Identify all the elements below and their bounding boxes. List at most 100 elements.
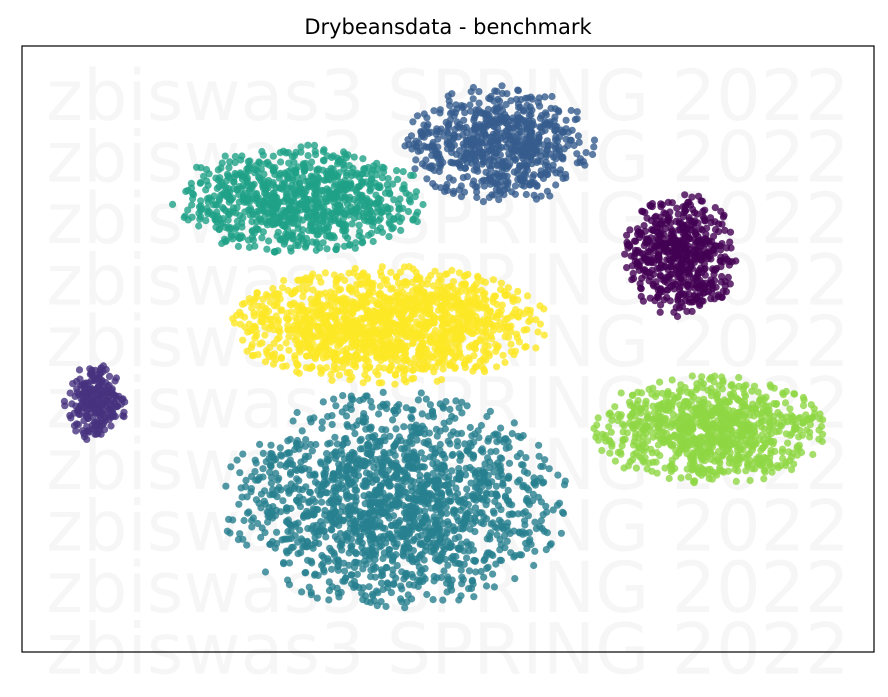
scatter-point bbox=[421, 430, 429, 438]
scatter-point bbox=[537, 157, 545, 165]
scatter-point bbox=[105, 372, 114, 380]
scatter-point bbox=[366, 470, 374, 478]
scatter-point bbox=[496, 436, 504, 444]
scatter-point bbox=[283, 484, 291, 492]
scatter-point bbox=[549, 161, 557, 169]
scatter-point bbox=[273, 528, 281, 536]
scatter-point bbox=[287, 468, 295, 476]
scatter-point bbox=[210, 192, 218, 200]
scatter-point bbox=[296, 526, 304, 534]
scatter-point bbox=[791, 423, 799, 431]
scatter-point bbox=[291, 520, 299, 528]
scatter-point bbox=[414, 576, 422, 584]
scatter-point bbox=[344, 503, 352, 511]
scatter-point bbox=[499, 475, 507, 483]
scatter-point bbox=[417, 481, 425, 489]
scatter-point bbox=[287, 204, 295, 212]
scatter-point bbox=[369, 237, 377, 246]
scatter-point bbox=[683, 256, 691, 264]
scatter-point bbox=[304, 152, 312, 160]
scatter-point bbox=[373, 159, 381, 167]
scatter-point bbox=[369, 498, 378, 506]
scatter-point bbox=[551, 113, 559, 121]
scatter-point bbox=[343, 421, 351, 429]
scatter-point bbox=[319, 147, 327, 156]
scatter-point bbox=[699, 422, 707, 430]
scatter-point bbox=[349, 395, 357, 404]
scatter-point bbox=[626, 226, 634, 234]
scatter-point bbox=[414, 396, 422, 404]
scatter-point bbox=[226, 529, 234, 537]
scatter-point bbox=[657, 301, 665, 309]
scatter-point bbox=[67, 414, 75, 422]
scatter-point bbox=[289, 235, 297, 243]
scatter-point bbox=[674, 262, 682, 270]
scatter-point bbox=[359, 418, 367, 426]
scatter-point bbox=[365, 551, 373, 559]
scatter-point bbox=[238, 219, 246, 227]
scatter-point bbox=[298, 427, 306, 435]
scatter-point bbox=[272, 506, 280, 514]
scatter-point bbox=[470, 593, 478, 601]
scatter-point bbox=[815, 435, 823, 443]
scatter-point bbox=[242, 476, 250, 484]
scatter-point bbox=[498, 454, 506, 463]
scatter-point bbox=[408, 415, 416, 423]
scatter-point bbox=[672, 217, 680, 225]
scatter-point bbox=[787, 411, 795, 419]
scatter-point bbox=[684, 401, 693, 409]
scatter-point bbox=[623, 231, 631, 239]
scatter-point bbox=[706, 214, 715, 222]
scatter-point bbox=[485, 482, 493, 490]
scatter-point bbox=[486, 162, 494, 170]
scatter-point bbox=[261, 529, 269, 537]
scatter-point bbox=[451, 535, 459, 543]
scatter-point bbox=[564, 128, 573, 136]
scatter-point bbox=[284, 437, 292, 445]
scatter-point bbox=[304, 556, 312, 564]
scatter-point bbox=[471, 504, 480, 512]
scatter-point bbox=[416, 147, 425, 155]
scatter-point bbox=[354, 472, 363, 480]
scatter-point bbox=[433, 459, 441, 467]
scatter-point bbox=[552, 169, 560, 177]
scatter-point bbox=[541, 109, 550, 117]
scatter-point bbox=[323, 245, 331, 253]
scatter-point bbox=[718, 240, 726, 248]
scatter-point bbox=[726, 238, 734, 246]
scatter-point bbox=[188, 201, 196, 209]
scatter-point bbox=[608, 440, 616, 448]
scatter-point bbox=[490, 431, 498, 439]
scatter-point bbox=[688, 193, 696, 201]
scatter-point bbox=[722, 288, 731, 296]
scatter-point bbox=[561, 477, 569, 485]
scatter-point bbox=[721, 397, 730, 406]
scatter-point bbox=[307, 440, 315, 449]
scatter-point bbox=[430, 539, 438, 547]
scatter-point bbox=[249, 210, 257, 219]
scatter-point bbox=[480, 476, 488, 484]
scatter-point bbox=[760, 475, 768, 483]
scatter-point bbox=[523, 544, 531, 553]
scatter-point bbox=[779, 391, 788, 399]
scatter-point bbox=[339, 577, 347, 585]
scatter-point bbox=[320, 208, 328, 217]
scatter-point bbox=[434, 489, 442, 497]
scatter-point bbox=[483, 118, 491, 126]
scatter-point bbox=[749, 404, 757, 412]
scatter-point bbox=[314, 506, 322, 514]
scatter-point bbox=[334, 485, 343, 493]
scatter-point bbox=[409, 406, 417, 414]
scatter-point bbox=[465, 547, 473, 555]
scatter-point bbox=[407, 171, 415, 179]
scatter-point bbox=[718, 428, 726, 436]
scatter-point bbox=[497, 178, 505, 186]
scatter-point bbox=[642, 430, 650, 438]
scatter-point bbox=[376, 437, 384, 445]
scatter-point bbox=[555, 499, 564, 507]
scatter-point bbox=[649, 402, 657, 410]
scatter-point bbox=[236, 530, 244, 538]
scatter-point bbox=[757, 418, 766, 426]
scatter-point bbox=[369, 212, 377, 220]
scatter-point bbox=[549, 506, 557, 514]
